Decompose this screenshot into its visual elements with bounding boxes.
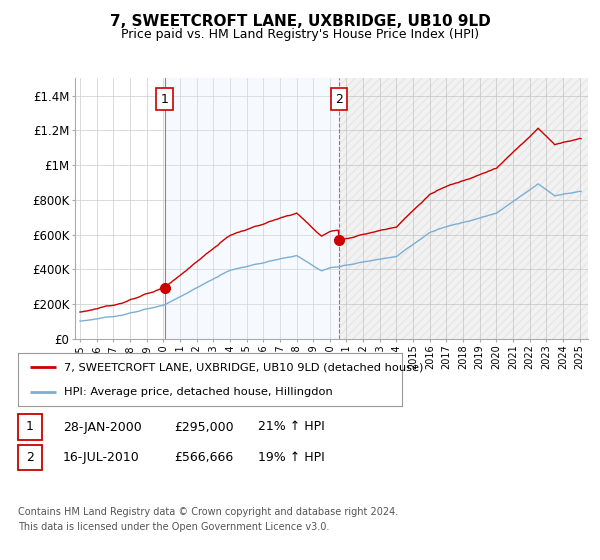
Text: 1: 1 xyxy=(26,421,34,433)
Text: 19% ↑ HPI: 19% ↑ HPI xyxy=(258,451,325,464)
Text: 21% ↑ HPI: 21% ↑ HPI xyxy=(258,421,325,433)
Text: 2: 2 xyxy=(335,93,343,106)
Bar xyxy=(164,78,339,339)
Text: £566,666: £566,666 xyxy=(174,451,233,464)
Text: Price paid vs. HM Land Registry's House Price Index (HPI): Price paid vs. HM Land Registry's House … xyxy=(121,28,479,41)
Text: 16-JUL-2010: 16-JUL-2010 xyxy=(63,451,140,464)
Text: HPI: Average price, detached house, Hillingdon: HPI: Average price, detached house, Hill… xyxy=(64,386,333,396)
Text: £295,000: £295,000 xyxy=(174,421,233,433)
Text: 2: 2 xyxy=(26,451,34,464)
Text: 7, SWEETCROFT LANE, UXBRIDGE, UB10 9LD: 7, SWEETCROFT LANE, UXBRIDGE, UB10 9LD xyxy=(110,14,490,29)
Text: 28-JAN-2000: 28-JAN-2000 xyxy=(63,421,142,433)
Text: This data is licensed under the Open Government Licence v3.0.: This data is licensed under the Open Gov… xyxy=(18,522,329,532)
Text: Contains HM Land Registry data © Crown copyright and database right 2024.: Contains HM Land Registry data © Crown c… xyxy=(18,507,398,517)
Text: 1: 1 xyxy=(161,93,169,106)
Text: 7, SWEETCROFT LANE, UXBRIDGE, UB10 9LD (detached house): 7, SWEETCROFT LANE, UXBRIDGE, UB10 9LD (… xyxy=(64,362,424,372)
Bar xyxy=(339,78,588,339)
